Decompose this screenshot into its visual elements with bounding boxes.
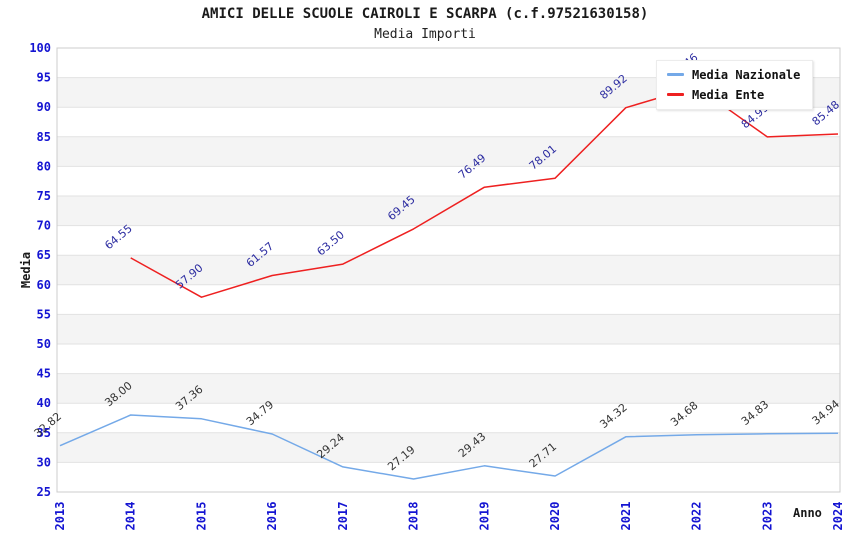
chart-subtitle: Media Importi: [374, 27, 476, 42]
svg-text:25: 25: [37, 485, 51, 499]
svg-text:2022: 2022: [690, 502, 704, 531]
svg-text:30: 30: [37, 455, 51, 469]
svg-text:50: 50: [37, 337, 51, 351]
svg-text:40: 40: [37, 396, 51, 410]
legend-label-ente: Media Ente: [692, 87, 765, 102]
svg-text:85: 85: [37, 130, 51, 144]
x-axis-title: Anno: [793, 506, 822, 520]
legend-item-media-ente: Media Ente: [667, 86, 800, 103]
svg-text:95: 95: [37, 71, 51, 85]
legend-swatch-nazionale-icon: [667, 73, 684, 76]
svg-text:64.55: 64.55: [102, 222, 134, 252]
svg-text:2017: 2017: [336, 502, 350, 531]
legend-swatch-ente-icon: [667, 93, 684, 96]
svg-text:2015: 2015: [194, 502, 208, 531]
svg-text:2014: 2014: [124, 502, 138, 531]
svg-text:2019: 2019: [477, 502, 491, 531]
svg-text:35: 35: [37, 426, 51, 440]
svg-text:2021: 2021: [619, 502, 633, 531]
svg-text:2013: 2013: [53, 502, 67, 531]
legend-item-media-nazionale: Media Nazionale: [667, 66, 800, 83]
svg-text:2016: 2016: [265, 502, 279, 531]
chart-title: AMICI DELLE SCUOLE CAIROLI E SCARPA (c.f…: [201, 6, 649, 22]
svg-text:75: 75: [37, 189, 51, 203]
svg-text:2018: 2018: [407, 502, 421, 531]
svg-text:2023: 2023: [760, 502, 774, 531]
legend-label-nazionale: Media Nazionale: [692, 67, 801, 82]
legend: Media Nazionale Media Ente: [656, 60, 814, 110]
svg-text:65: 65: [37, 248, 51, 262]
svg-text:80: 80: [37, 159, 51, 173]
svg-text:45: 45: [37, 367, 51, 381]
svg-text:55: 55: [37, 307, 51, 321]
svg-text:90: 90: [37, 100, 51, 114]
y-axis-title: Media: [19, 251, 33, 289]
svg-text:70: 70: [37, 219, 51, 233]
svg-text:100: 100: [29, 41, 51, 55]
svg-text:60: 60: [37, 278, 51, 292]
svg-text:2024: 2024: [831, 502, 845, 531]
svg-text:63.50: 63.50: [314, 228, 346, 258]
svg-text:34.32: 34.32: [597, 401, 629, 431]
svg-text:2020: 2020: [548, 502, 562, 531]
